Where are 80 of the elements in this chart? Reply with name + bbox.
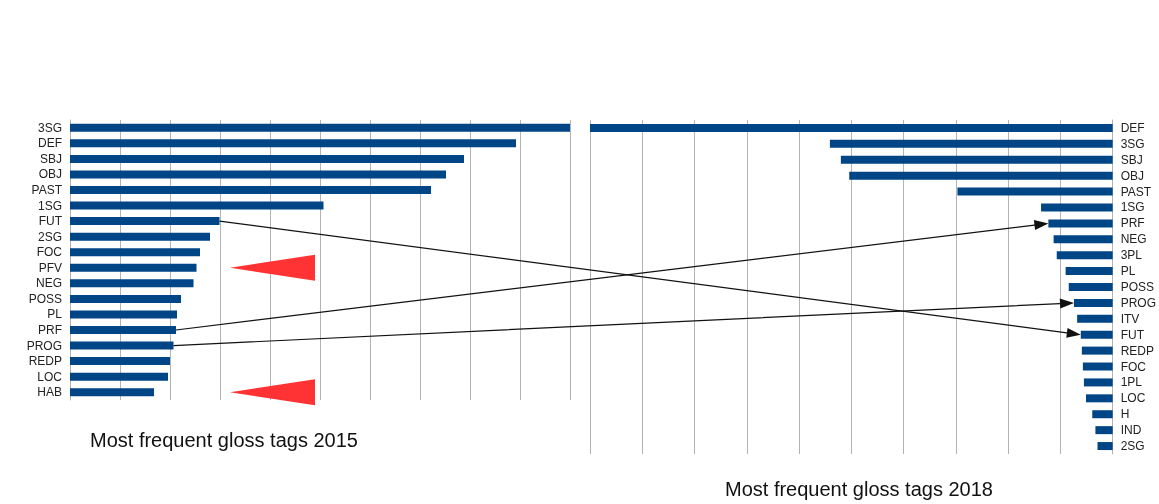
bar: [957, 187, 1113, 196]
bar: [1082, 362, 1113, 371]
y-tick-label: 1PL: [1120, 375, 1143, 390]
y-tick-label: POSS: [28, 291, 62, 306]
y-tick-label: OBJ: [1120, 168, 1145, 183]
y-tick-label: REDP: [1120, 343, 1155, 358]
bar: [1048, 219, 1113, 228]
bar: [70, 310, 177, 319]
bar: [1095, 426, 1113, 435]
y-tick-label: PROG: [1120, 295, 1157, 310]
y-tick-label: 3SG: [37, 120, 62, 135]
y-tick-label: ITV: [1120, 311, 1140, 326]
y-tick-label: 3PL: [1120, 248, 1143, 263]
text: Most frequent gloss tags 2015: [90, 429, 358, 451]
bar: [1083, 378, 1113, 387]
bar: [1068, 283, 1113, 291]
bar: [70, 372, 168, 381]
y-tick-label: PRF: [38, 323, 62, 337]
bar: [1080, 330, 1113, 339]
y-tick-label: FOC: [36, 245, 63, 260]
bar: [70, 388, 154, 397]
bar: [70, 186, 431, 194]
y-tick-label: 2SG: [1120, 439, 1145, 454]
bar: [1073, 298, 1113, 307]
bar: [1086, 394, 1113, 403]
y-tick-label: OBJ: [38, 167, 62, 182]
y-tick-label: PROG: [26, 338, 62, 353]
bar: [1077, 314, 1113, 323]
y-tick-label: HAB: [37, 385, 62, 400]
bar: [1097, 442, 1113, 451]
bar: [70, 357, 170, 366]
bar: [840, 155, 1113, 164]
bar: [1092, 410, 1113, 419]
bar: [70, 326, 176, 334]
y-tick-label: IND: [1120, 423, 1142, 438]
y-tick-label: PAST: [31, 183, 63, 197]
bar: [70, 123, 570, 132]
bar: [1081, 346, 1113, 355]
y-tick-label: H: [1120, 407, 1130, 422]
y-tick-label: NEG: [35, 276, 62, 291]
y-tick-label: FOC: [1120, 359, 1147, 374]
y-tick-label: 3SG: [1120, 136, 1145, 151]
bar: [70, 139, 516, 148]
y-tick-label: LOC: [1120, 391, 1146, 406]
bar: [70, 341, 174, 350]
bar: [1041, 203, 1113, 212]
y-tick-label: PL: [1120, 264, 1136, 279]
bar: [70, 279, 194, 288]
y-tick-label: 1SG: [1120, 200, 1145, 215]
bar: [590, 123, 1113, 132]
bar: [70, 217, 220, 226]
y-tick-label: PFV: [38, 260, 62, 275]
y-tick-label: SBJ: [1120, 152, 1143, 167]
bar: [1053, 235, 1113, 244]
bar: [849, 171, 1113, 180]
y-tick-label: LOC: [37, 369, 63, 384]
bar: [829, 139, 1113, 148]
y-tick-label: FUT: [38, 214, 63, 229]
bar: [70, 170, 446, 179]
y-tick-label: 1SG: [37, 198, 62, 213]
y-tick-label: POSS: [1120, 280, 1155, 294]
y-tick-label: 2SG: [37, 229, 62, 244]
bar: [70, 201, 324, 210]
bar: [1056, 251, 1113, 260]
y-tick-label: SBJ: [39, 151, 62, 166]
bar: [70, 154, 464, 163]
bar: [70, 248, 200, 257]
y-tick-label: PRF: [1120, 216, 1145, 231]
bar: [70, 294, 181, 303]
y-tick-label: REDP: [28, 354, 62, 369]
y-tick-label: DEF: [38, 136, 62, 151]
bar: [70, 263, 197, 272]
y-tick-label: PAST: [1120, 184, 1152, 199]
y-tick-label: NEG: [1120, 232, 1147, 247]
bar: [70, 232, 210, 241]
y-tick-label: PL: [47, 307, 63, 322]
y-tick-label: FUT: [1120, 327, 1145, 342]
bar: [1065, 267, 1113, 276]
text: Most frequent gloss tags 2018: [725, 478, 993, 500]
y-tick-label: DEF: [1120, 120, 1145, 135]
